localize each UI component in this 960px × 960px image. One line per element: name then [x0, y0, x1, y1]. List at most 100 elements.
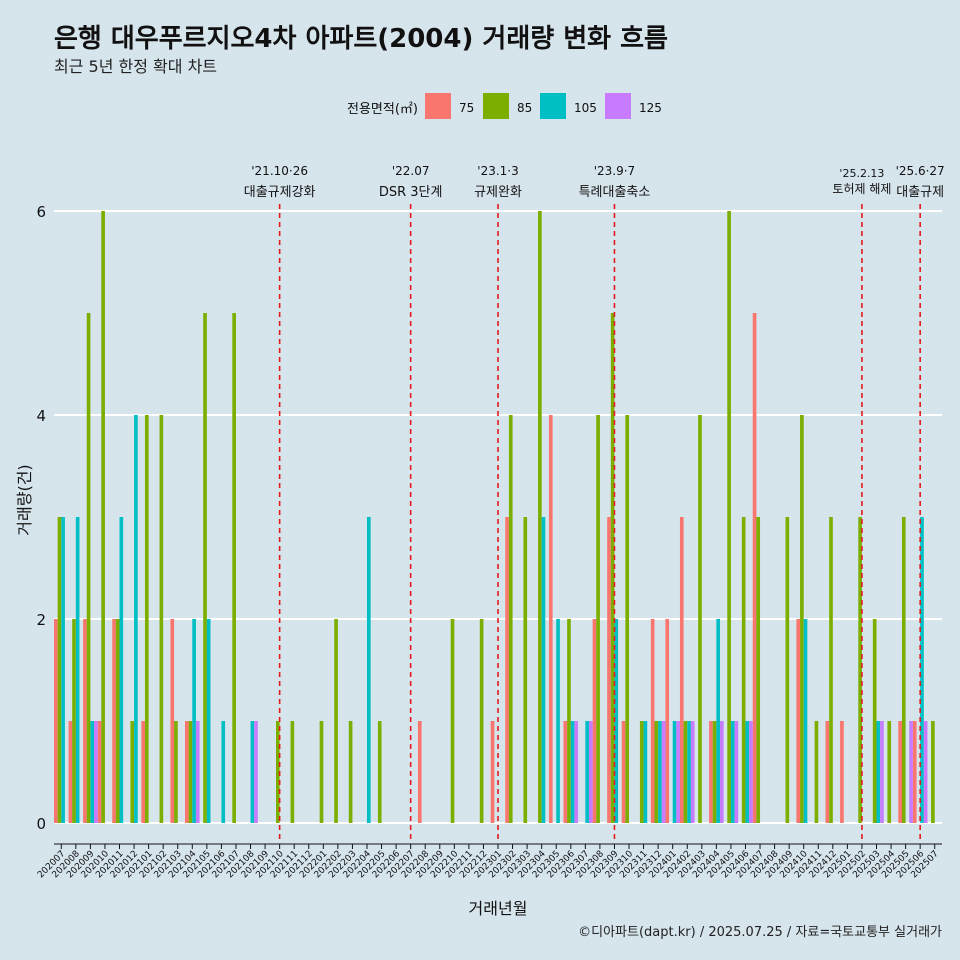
bar-105-202506 [920, 517, 924, 823]
bar-85-202312 [654, 721, 659, 823]
bar-85-202102 [159, 415, 164, 823]
bar-85-202407 [756, 517, 761, 823]
bar-105-202012 [134, 415, 138, 823]
bar-85-202403 [698, 415, 702, 823]
bar-105-202402 [687, 721, 691, 823]
bar-85-202503 [872, 619, 877, 823]
bar-85-202308 [596, 415, 600, 823]
legend-title: 전용면적(㎡) [347, 102, 418, 117]
bar-105-202009 [90, 721, 95, 823]
bar-125-202401 [676, 721, 680, 823]
bar-125-202108 [254, 721, 258, 823]
bar-85-202111 [290, 721, 295, 823]
bar-85-202212 [479, 619, 484, 823]
bar-85-202303 [523, 517, 528, 823]
bar-75-202310 [621, 721, 626, 823]
bar-85-202310 [625, 415, 630, 823]
bar-75-202007 [54, 619, 58, 823]
bar-75-202103 [170, 619, 175, 823]
event-label: 토허제 해제 [832, 182, 891, 196]
bar-125-202406 [749, 721, 753, 823]
bar-85-202105 [203, 313, 207, 823]
bar-125-202503 [880, 721, 884, 823]
bar-125-202307 [588, 721, 593, 823]
event-date: '25.6·27 [896, 164, 945, 178]
legend-label-125: 125 [639, 101, 662, 115]
event-date: '21.10·26 [251, 164, 308, 178]
bar-105-202305 [556, 619, 560, 823]
bar-125-202404 [720, 721, 724, 823]
bar-105-202204 [366, 517, 371, 823]
y-tick-label: 2 [36, 611, 46, 629]
bar-75-202301 [490, 721, 495, 823]
bar-85-202107 [232, 313, 236, 823]
y-axis-title: 거래량(건) [15, 464, 34, 535]
bar-105-202008 [75, 517, 80, 823]
bar-75-202309 [607, 517, 611, 823]
bar-75-202505 [898, 721, 902, 823]
bar-85-202309 [610, 313, 615, 823]
chart-subtitle: 최근 5년 한정 확대 차트 [54, 57, 218, 76]
bar-105-202007 [61, 517, 65, 823]
bar-75-202308 [592, 619, 597, 823]
bar-85-202011 [115, 619, 120, 823]
bar-85-202201 [319, 721, 324, 823]
bar-105-202306 [570, 721, 575, 823]
bar-85-202008 [72, 619, 76, 823]
bar-125-202505 [909, 721, 913, 823]
bar-75-202009 [83, 619, 87, 823]
bar-85-202306 [567, 619, 571, 823]
bar-125-202104 [195, 721, 200, 823]
bar-85-202205 [377, 721, 382, 823]
bar-85-202404 [712, 721, 717, 823]
bar-85-202402 [683, 721, 688, 823]
bar-75-202305 [548, 415, 553, 823]
bar-85-202203 [348, 721, 353, 823]
bar-85-202411 [814, 721, 819, 823]
bar-85-202507 [931, 721, 935, 823]
bar-85-202101 [144, 415, 149, 823]
event-label: 대출규제강화 [244, 185, 316, 200]
bar-105-202401 [672, 721, 677, 823]
bar-85-202311 [639, 721, 644, 823]
event-label: 규제완화 [474, 185, 522, 200]
bar-75-202506 [912, 721, 917, 823]
bar-75-202501 [840, 721, 844, 823]
bar-105-202104 [192, 619, 196, 823]
legend-label-75: 75 [459, 101, 474, 115]
event-label: 대출규제 [896, 185, 944, 200]
bar-85-202010 [101, 211, 105, 823]
bar-105-202105 [206, 619, 211, 823]
bar-85-202304 [538, 211, 542, 823]
bar-105-202011 [119, 517, 124, 823]
bar-75-202407 [752, 313, 757, 823]
bar-85-202110 [276, 721, 280, 823]
bar-105-202108 [250, 721, 255, 823]
bar-85-202504 [887, 721, 892, 823]
bar-85-202012 [130, 721, 135, 823]
legend-label-85: 85 [517, 101, 532, 115]
legend-swatch-85 [483, 93, 509, 119]
bar-75-202412 [825, 721, 830, 823]
event-date: '22.07 [392, 164, 430, 178]
bar-85-202302 [508, 415, 513, 823]
bar-85-202202 [334, 619, 338, 823]
bar-75-202010 [97, 721, 102, 823]
bar-125-202009 [94, 721, 98, 823]
bar-75-202011 [112, 619, 116, 823]
bar-85-202405 [727, 211, 731, 823]
bar-105-202307 [585, 721, 589, 823]
bar-85-202409 [785, 517, 790, 823]
x-axis-title: 거래년월 [469, 899, 528, 918]
bar-105-202406 [745, 721, 750, 823]
bar-75-202008 [68, 721, 73, 823]
legend-swatch-125 [605, 93, 631, 119]
bar-85-202009 [86, 313, 91, 823]
bar-75-202410 [796, 619, 801, 823]
chart-title: 은행 대우푸르지오4차 아파트(2004) 거래량 변화 흐름 [54, 24, 668, 54]
bar-85-202412 [829, 517, 833, 823]
bar-75-202402 [679, 517, 684, 823]
bar-105-202312 [658, 721, 662, 823]
